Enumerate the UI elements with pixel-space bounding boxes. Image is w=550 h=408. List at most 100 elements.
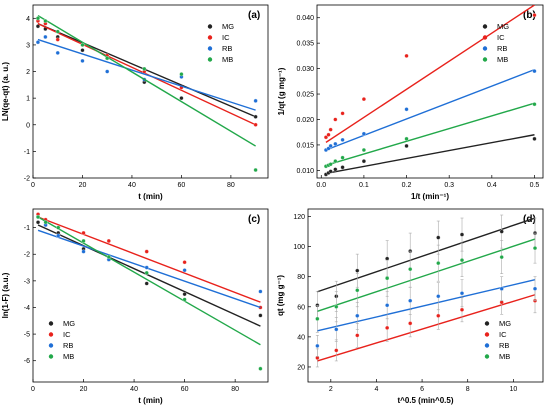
y-axis-label: 1/qt (g mg⁻¹) <box>277 67 286 115</box>
legend-marker-mb <box>482 57 488 62</box>
x-tick-label: 20 <box>79 182 87 189</box>
legend-marker-mb <box>484 354 490 359</box>
legend-marker-mg <box>484 321 490 326</box>
data-point-mg <box>253 114 258 119</box>
data-point-ic <box>144 249 149 254</box>
data-point-rb <box>532 286 538 291</box>
data-point-mb <box>55 29 60 34</box>
data-point-rb <box>144 265 149 270</box>
fit-line-mg <box>325 134 535 175</box>
data-point-mb <box>81 238 86 243</box>
y-tick-label: 3 <box>26 42 30 49</box>
data-point-mg <box>36 220 41 225</box>
x-tick-label: 0.4 <box>487 182 497 189</box>
legend-label-mg: MG <box>222 22 234 31</box>
data-point-rb <box>55 50 60 55</box>
data-point-rb <box>408 298 413 303</box>
legend-label-mb: MB <box>497 55 508 64</box>
data-point-rb <box>105 69 110 74</box>
plot-frame <box>316 4 544 179</box>
y-tick-label: -4 <box>24 305 30 312</box>
y-axis-label: ln(1-F) (a.u.) <box>1 272 10 318</box>
legend-marker-mg <box>482 24 488 29</box>
x-tick-label: 20 <box>80 386 88 393</box>
legend-label-mg: MG <box>497 22 509 31</box>
data-point-mb <box>105 56 110 61</box>
data-point-mg <box>532 136 537 141</box>
x-axis-label: t (min) <box>138 396 163 405</box>
fit-line-ic <box>325 5 535 143</box>
fit-line-ic <box>317 294 536 362</box>
fit-line-mb <box>37 216 261 346</box>
x-tick-label: 10 <box>509 386 517 393</box>
data-point-rb <box>459 291 465 296</box>
y-tick-label: -1 <box>24 149 30 156</box>
data-point-mb <box>355 288 360 293</box>
y-tick-label: -6 <box>24 358 30 365</box>
fit-line-rb <box>37 38 256 111</box>
x-tick-label: 0.3 <box>444 182 454 189</box>
panel-label: (b) <box>523 10 536 21</box>
y-tick-label: 0.040 <box>296 15 314 22</box>
data-point-mb <box>35 16 40 21</box>
data-point-mb <box>408 267 413 272</box>
y-tick-label: 0.035 <box>296 41 314 48</box>
chart-panel-b: 0.0 0.1 0.2 0.3 0.4 0.5 0.010 0.015 0.020 0.025 0.… <box>277 4 544 201</box>
data-point-rb <box>258 289 263 294</box>
x-axis-label: t^0.5 (min^0.5) <box>397 396 453 405</box>
x-tick-label: 6 <box>420 386 424 393</box>
data-point-mb <box>499 255 504 260</box>
data-point-mg <box>436 235 441 240</box>
x-tick-label: 4 <box>374 386 378 393</box>
y-tick-label: 20 <box>297 364 305 371</box>
data-point-mg <box>459 232 465 237</box>
legend-label-rb: RB <box>63 341 73 350</box>
data-point-mb <box>385 276 390 281</box>
fit-line-mb <box>317 238 536 312</box>
legend-marker-ic <box>482 35 488 40</box>
data-point-ic <box>334 348 339 353</box>
y-tick-label: 2 <box>26 69 30 76</box>
data-point-mb <box>43 220 48 225</box>
data-point-mb <box>182 297 187 302</box>
legend-label-rb: RB <box>499 341 509 350</box>
data-point-mg <box>404 143 409 148</box>
data-point-ic <box>333 117 338 122</box>
y-tick-label: 0.020 <box>296 117 314 124</box>
data-point-ic <box>385 325 390 330</box>
data-point-mg <box>182 292 187 297</box>
data-point-rb <box>328 143 333 148</box>
data-point-mb <box>144 270 149 275</box>
x-tick-label: 0 <box>31 386 35 393</box>
data-point-ic <box>55 37 60 42</box>
legend-label-rb: RB <box>497 44 507 53</box>
legend-marker-ic <box>484 332 490 337</box>
data-point-ic <box>404 53 409 58</box>
data-point-mg <box>333 167 338 172</box>
data-point-rb <box>253 98 258 103</box>
y-axis-label: qt (mg g⁻¹) <box>276 275 285 316</box>
data-point-mg <box>361 159 366 164</box>
fit-line-mb <box>325 102 535 166</box>
data-point-rb <box>436 294 441 299</box>
data-point-rb <box>35 40 40 45</box>
y-tick-label: -3 <box>24 278 30 285</box>
data-point-ic <box>459 307 465 312</box>
x-tick-label: 0.2 <box>402 182 412 189</box>
data-point-rb <box>333 141 338 146</box>
data-point-rb <box>56 233 61 238</box>
y-tick-label: -2 <box>24 252 30 259</box>
x-tick-label: 40 <box>128 182 136 189</box>
data-point-mb <box>459 258 465 263</box>
y-tick-label: 40 <box>297 334 305 341</box>
data-point-mb <box>253 167 258 173</box>
data-point-mg <box>144 281 149 286</box>
legend-marker-rb <box>484 343 490 348</box>
data-point-mb <box>80 42 85 47</box>
x-tick-label: 80 <box>231 386 239 393</box>
data-point-mg <box>179 96 184 101</box>
data-point-rb <box>404 107 409 112</box>
x-tick-label: 0.0 <box>316 182 326 189</box>
data-point-ic <box>532 13 537 18</box>
data-point-mb <box>43 18 48 24</box>
